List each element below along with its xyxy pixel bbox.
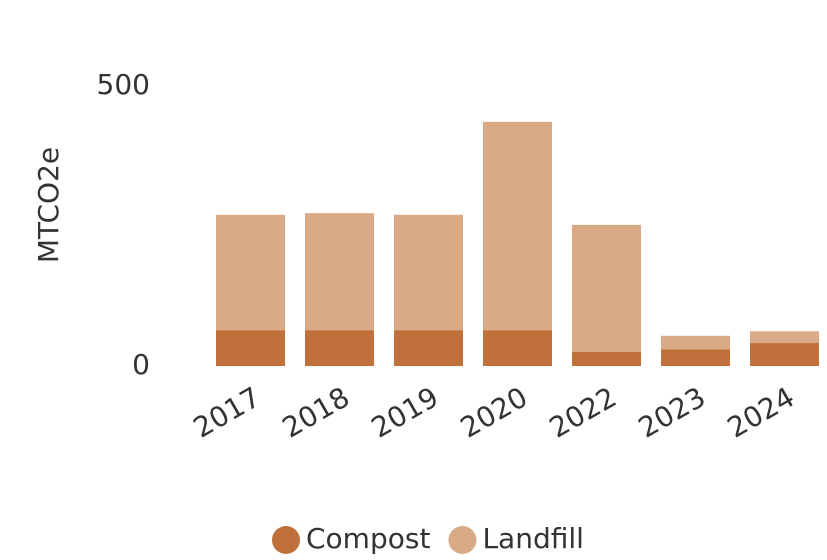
bar-segment bbox=[305, 213, 374, 331]
legend-label: Compost bbox=[306, 522, 430, 555]
x-tick-label: 2024 bbox=[722, 380, 800, 444]
x-tick-label: 2020 bbox=[455, 380, 533, 444]
bar-segment bbox=[216, 330, 285, 366]
y-tick-label: 0 bbox=[132, 348, 150, 381]
legend-swatch bbox=[272, 526, 300, 554]
bar-segment bbox=[572, 352, 641, 366]
legend-swatch bbox=[448, 526, 477, 554]
legend-label: Landfill bbox=[482, 522, 583, 555]
bar-segment bbox=[750, 343, 819, 366]
x-tick-label: 2019 bbox=[366, 380, 444, 444]
bar-segment bbox=[661, 335, 730, 350]
x-tick-label: 2023 bbox=[633, 380, 711, 444]
bar-segment bbox=[483, 121, 552, 331]
bar-segment bbox=[216, 214, 285, 331]
bar-segment bbox=[750, 331, 819, 344]
x-tick-label: 2018 bbox=[277, 380, 355, 444]
bar-segment bbox=[483, 330, 552, 366]
y-tick-label: 500 bbox=[97, 68, 150, 101]
y-axis-label: MTCO2e bbox=[32, 147, 65, 263]
bar-segment bbox=[394, 214, 463, 331]
bar-segment bbox=[661, 349, 730, 366]
bar-segment bbox=[305, 330, 374, 366]
bar-segment bbox=[572, 224, 641, 352]
x-tick-label: 2017 bbox=[188, 380, 266, 444]
bar-segment bbox=[394, 330, 463, 366]
x-tick-label: 2022 bbox=[544, 380, 622, 444]
